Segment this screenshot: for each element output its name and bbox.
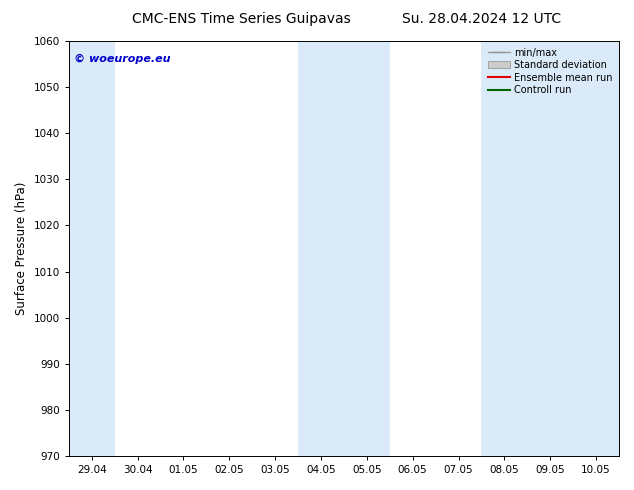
Text: CMC-ENS Time Series Guipavas: CMC-ENS Time Series Guipavas <box>131 12 351 26</box>
Bar <box>481 41 619 456</box>
Y-axis label: Surface Pressure (hPa): Surface Pressure (hPa) <box>15 182 28 315</box>
Bar <box>298 41 390 456</box>
Legend: min/max, Standard deviation, Ensemble mean run, Controll run: min/max, Standard deviation, Ensemble me… <box>484 44 616 99</box>
Bar <box>69 41 115 456</box>
Text: Su. 28.04.2024 12 UTC: Su. 28.04.2024 12 UTC <box>403 12 561 26</box>
Text: © woeurope.eu: © woeurope.eu <box>74 53 171 64</box>
